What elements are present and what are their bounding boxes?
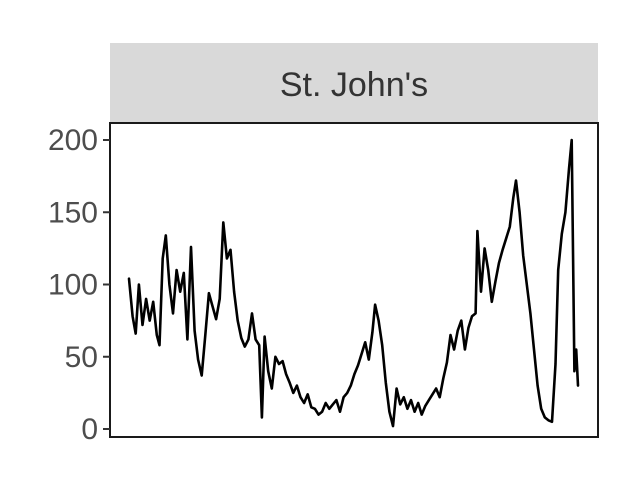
y-tick-label: 150 <box>48 196 98 229</box>
y-tick-label: 200 <box>48 124 98 157</box>
y-axis: 0 50 100 150 200 <box>48 124 110 446</box>
facet-strip <box>110 43 598 123</box>
y-tick-label: 0 <box>81 413 98 446</box>
series-layer <box>127 138 580 428</box>
plot-panel <box>109 122 599 438</box>
series-line <box>127 138 580 428</box>
y-tick-label: 50 <box>65 341 98 374</box>
y-tick-label: 100 <box>48 269 98 302</box>
facet-label: St. John's <box>280 66 428 104</box>
